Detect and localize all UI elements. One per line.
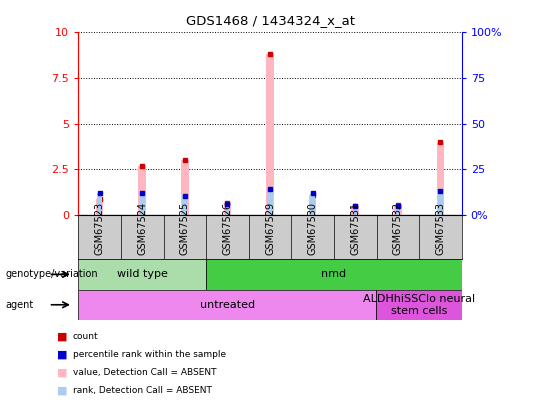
FancyBboxPatch shape [78, 290, 376, 320]
Text: GSM67523: GSM67523 [94, 202, 105, 255]
Text: value, Detection Call = ABSENT: value, Detection Call = ABSENT [73, 368, 217, 377]
Bar [266, 54, 274, 215]
Text: percentile rank within the sample: percentile rank within the sample [73, 350, 226, 359]
Bar [96, 199, 104, 215]
Bar [310, 193, 315, 215]
Bar [138, 166, 146, 215]
Text: ■: ■ [57, 386, 67, 396]
Text: GSM67533: GSM67533 [435, 202, 445, 255]
Text: GSM67530: GSM67530 [308, 202, 318, 255]
Text: count: count [73, 332, 98, 341]
Bar [353, 206, 358, 215]
Bar [140, 193, 145, 215]
Bar [352, 207, 359, 215]
Text: GSM67532: GSM67532 [393, 202, 403, 255]
Text: GSM67525: GSM67525 [180, 202, 190, 255]
Bar [224, 203, 231, 215]
Text: ■: ■ [57, 331, 67, 341]
Text: GSM67524: GSM67524 [137, 202, 147, 255]
Bar [182, 196, 187, 215]
Text: GDS1468 / 1434324_x_at: GDS1468 / 1434324_x_at [186, 14, 354, 27]
Bar [181, 160, 188, 215]
Bar [394, 205, 402, 215]
Bar [309, 195, 316, 215]
Text: GSM67531: GSM67531 [350, 202, 360, 255]
Text: GSM67526: GSM67526 [222, 202, 232, 255]
Text: ■: ■ [57, 368, 67, 377]
Text: ALDHhiSSClo neural
stem cells: ALDHhiSSClo neural stem cells [363, 294, 475, 315]
Bar [97, 193, 102, 215]
FancyBboxPatch shape [376, 290, 462, 320]
Bar [436, 142, 444, 215]
Bar [395, 206, 400, 215]
Text: genotype/variation: genotype/variation [5, 269, 98, 279]
FancyBboxPatch shape [78, 259, 206, 290]
Bar [267, 189, 273, 215]
FancyBboxPatch shape [206, 259, 462, 290]
Text: agent: agent [5, 300, 33, 310]
Text: rank, Detection Call = ABSENT: rank, Detection Call = ABSENT [73, 386, 212, 395]
Text: ■: ■ [57, 350, 67, 359]
Text: wild type: wild type [117, 269, 167, 279]
Bar [225, 204, 230, 215]
Text: untreated: untreated [200, 300, 255, 310]
Text: nmd: nmd [321, 269, 347, 279]
Bar [438, 191, 443, 215]
Text: GSM67529: GSM67529 [265, 202, 275, 255]
